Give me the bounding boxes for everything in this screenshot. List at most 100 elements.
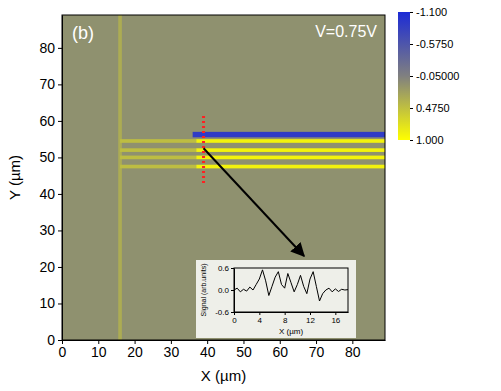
tick-mark: [335, 312, 336, 315]
tick: 8: [283, 312, 288, 325]
tick-label: 16: [331, 316, 340, 325]
tick: 10: [39, 295, 62, 311]
heatmap-cell: [196, 156, 385, 160]
tick-label: -0.6: [215, 308, 229, 317]
arrow: [204, 148, 304, 256]
tick-mark: [231, 290, 234, 291]
profile-signal: [234, 270, 348, 301]
tick-label: 10: [39, 295, 55, 311]
heatmap-cell: [120, 165, 196, 169]
tick: 0: [47, 332, 62, 348]
plot-frame: [62, 15, 385, 340]
tick-mark: [58, 230, 62, 231]
inset-x-axis: 0 4 8 12 16: [232, 312, 348, 325]
tick-mark: [410, 108, 413, 109]
tick: 20: [127, 340, 143, 360]
heatmap-cell: [120, 156, 196, 160]
tick-label: 10: [91, 344, 107, 360]
inset-frame: [234, 268, 348, 312]
tick: 40: [200, 340, 216, 360]
tick-label: 40: [200, 344, 216, 360]
tick: 50: [236, 340, 252, 360]
tick: 12: [306, 312, 315, 325]
tick-label: 40: [39, 186, 55, 202]
inset-background: [196, 260, 356, 338]
tick-mark: [310, 312, 311, 315]
tick-mark: [58, 194, 62, 195]
tick-mark: [231, 312, 234, 313]
tick-label: 50: [236, 344, 252, 360]
tick-mark: [410, 12, 413, 13]
tick: 70: [39, 76, 62, 92]
heatmap-cell: [62, 15, 385, 340]
tick-mark: [58, 340, 62, 341]
tick: 0.6: [218, 264, 234, 273]
axis-line: [63, 340, 386, 341]
tick: 80: [39, 40, 62, 56]
tick-label: 60: [272, 344, 288, 360]
tick: 0: [232, 312, 237, 325]
tick: -0.05000: [410, 70, 459, 82]
heatmap-cell: [118, 15, 122, 340]
tick: -0.6: [215, 308, 234, 317]
tick: 0: [59, 340, 67, 360]
tick-mark: [410, 140, 413, 141]
tick: 10: [91, 340, 107, 360]
tick: 50: [39, 149, 62, 165]
tick-mark: [285, 312, 286, 315]
tick-mark: [58, 303, 62, 304]
tick: 30: [164, 340, 180, 360]
tick: 20: [39, 259, 62, 275]
inset-x-title: X (µm): [279, 327, 303, 336]
heatmap-cell: [196, 165, 385, 169]
tick-label: 80: [345, 344, 361, 360]
tick-label: -0.5750: [416, 38, 453, 50]
inset-y-axis: -0.6 0.0 0.6: [215, 264, 234, 317]
tick: 70: [309, 340, 325, 360]
tick-label: -0.05000: [416, 70, 459, 82]
tick-label: -1.100: [416, 6, 447, 18]
tick-mark: [58, 121, 62, 122]
tick: 80: [345, 340, 361, 360]
tick: -0.5750: [410, 38, 453, 50]
tick: -1.100: [410, 6, 447, 18]
tick-label: 20: [39, 259, 55, 275]
inset-lines: [234, 270, 348, 301]
tick-mark: [58, 48, 62, 49]
tick-mark: [410, 76, 413, 77]
axis-line: [62, 16, 63, 341]
tick-mark: [58, 157, 62, 158]
tick-label: 0.4750: [416, 102, 450, 114]
tick: 40: [39, 186, 62, 202]
tick-label: 8: [283, 316, 288, 325]
y-axis: 0 10 20 30 40 50 60 70 80: [39, 16, 62, 348]
tick: 0.4750: [410, 102, 450, 114]
tick-label: 60: [39, 113, 55, 129]
heatmap-cell: [193, 132, 385, 137]
tick-label: 70: [309, 344, 325, 360]
y-axis-title: Y (µm): [6, 155, 23, 200]
tick-mark: [259, 312, 260, 315]
tick: 60: [272, 340, 288, 360]
tick-label: 20: [127, 344, 143, 360]
heatmap-cells: [62, 15, 385, 340]
tick: 60: [39, 113, 62, 129]
inset-y-title: Signal (arb.units): [200, 264, 208, 317]
x-axis-title: X (µm): [201, 367, 246, 384]
tick-label: 50: [39, 149, 55, 165]
tick-label: 0.0: [218, 286, 230, 295]
tick-label: 0: [232, 316, 237, 325]
tick-mark: [410, 44, 413, 45]
tick: 1.000: [410, 134, 444, 146]
tick-label: 12: [306, 316, 315, 325]
heatmap-cell: [120, 139, 196, 143]
colorbar-axis: -1.100 -0.5750 -0.05000 0.4750 1.000: [410, 6, 459, 146]
panel-label: (b): [72, 23, 94, 43]
tick-label: 0: [47, 332, 55, 348]
tick-label: 30: [39, 222, 55, 238]
tick: 16: [331, 312, 340, 325]
tick-label: 0: [59, 344, 67, 360]
tick: 30: [39, 222, 62, 238]
axis-line: [235, 312, 349, 313]
tick-label: 4: [258, 316, 263, 325]
